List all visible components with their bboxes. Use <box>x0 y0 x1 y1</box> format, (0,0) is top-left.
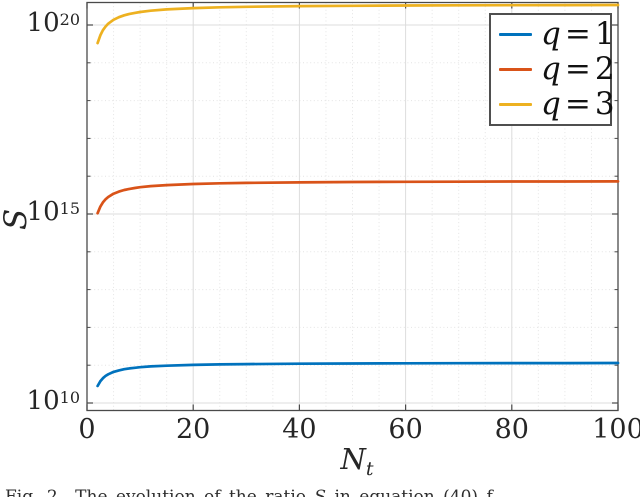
legend-variable: q <box>541 86 561 122</box>
legend-entry-q2: q = 2 <box>491 54 615 85</box>
legend-equals: = <box>564 86 591 122</box>
legend-value: 1 <box>594 16 615 52</box>
legend-line-sample <box>499 67 532 72</box>
legend-entry-q3: q = 3 <box>491 89 615 120</box>
x-axis-label-subscript: t <box>365 458 374 480</box>
y-tick-label-1e15: 1015 <box>27 199 80 225</box>
legend-equals: = <box>564 51 591 87</box>
x-tick-label-80: 80 <box>494 414 529 445</box>
legend-variable: q <box>541 51 561 87</box>
y-axis-label: S <box>0 208 34 230</box>
y-tick-label-1e10: 1010 <box>27 388 80 414</box>
x-tick-label-100: 100 <box>592 414 640 445</box>
x-tick-label-40: 40 <box>282 414 317 445</box>
caption-label: Fig. 2. <box>5 487 64 497</box>
legend-line-sample <box>499 102 532 107</box>
figure-caption: Fig. 2. The evolution of the ratio S in e… <box>5 487 640 497</box>
y-tick-exponent: 10 <box>59 388 80 407</box>
legend-value: 3 <box>594 86 615 122</box>
y-tick-label-1e20: 1020 <box>27 10 80 36</box>
x-tick-label-60: 60 <box>388 414 423 445</box>
legend-label: q = 3 <box>541 89 615 120</box>
caption-text-pre: The evolution of the ratio <box>75 487 315 497</box>
y-tick-exponent: 15 <box>59 199 80 218</box>
curve-q3 <box>96 3 620 45</box>
x-axis-label: Nt <box>312 442 402 480</box>
axes-frame <box>86 1 619 412</box>
legend-label: q = 1 <box>541 19 615 50</box>
x-axis-label-base: N <box>340 442 366 476</box>
y-tick-base: 10 <box>26 386 60 416</box>
caption-variable: S <box>314 487 327 497</box>
legend-entry-q1: q = 1 <box>491 19 615 50</box>
y-tick-base: 10 <box>26 197 60 227</box>
y-tick-exponent: 20 <box>59 10 80 29</box>
legend-variable: q <box>541 16 561 52</box>
x-tick-label-0: 0 <box>78 414 96 445</box>
legend: q = 1 q = 2 q = 3 <box>489 13 615 126</box>
legend-value: 2 <box>594 51 615 87</box>
legend-label: q = 2 <box>541 54 615 85</box>
y-tick-base: 10 <box>26 8 60 38</box>
curve-q1 <box>96 361 620 388</box>
legend-equals: = <box>564 16 591 52</box>
curve-q2 <box>96 180 620 215</box>
caption-text-post: in equation (40) f <box>326 487 493 497</box>
x-tick-label-20: 20 <box>176 414 211 445</box>
legend-line-sample <box>499 32 532 37</box>
